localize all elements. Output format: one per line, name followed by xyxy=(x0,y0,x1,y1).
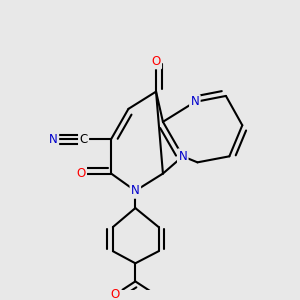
Text: N: N xyxy=(178,150,187,163)
Text: C: C xyxy=(80,133,88,146)
Text: N: N xyxy=(131,184,140,197)
Text: N: N xyxy=(49,133,58,146)
Text: O: O xyxy=(76,167,85,180)
Text: O: O xyxy=(111,288,120,300)
Text: N: N xyxy=(190,95,199,109)
Text: O: O xyxy=(152,55,161,68)
